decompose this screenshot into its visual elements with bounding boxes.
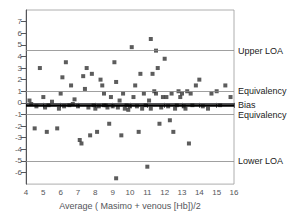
svg-text:6: 6 [58, 188, 63, 197]
svg-text:11: 11 [143, 188, 152, 197]
svg-text:2: 2 [18, 75, 23, 84]
svg-text:-4: -4 [15, 145, 23, 154]
svg-text:-3: -3 [15, 133, 23, 142]
svg-text:-6: -6 [15, 168, 23, 177]
svg-text:5: 5 [41, 188, 46, 197]
svg-text:Bias: Bias [238, 100, 256, 110]
svg-text:10: 10 [126, 188, 135, 197]
svg-text:7: 7 [76, 188, 81, 197]
svg-text:13: 13 [178, 188, 187, 197]
svg-text:7: 7 [18, 17, 23, 26]
svg-text:1: 1 [18, 87, 23, 96]
svg-text:4: 4 [18, 52, 23, 61]
svg-text:16: 16 [230, 188, 239, 197]
svg-text:12: 12 [160, 188, 169, 197]
svg-text:Equivalency: Equivalency [238, 86, 287, 96]
svg-text:-5: -5 [15, 156, 23, 165]
svg-text:8: 8 [93, 188, 98, 197]
svg-text:4: 4 [24, 188, 29, 197]
svg-text:Average ( Masimo + venous [Hb]: Average ( Masimo + venous [Hb])/2 [59, 201, 201, 211]
svg-text:-2: -2 [15, 122, 23, 131]
svg-text:3: 3 [18, 64, 23, 73]
svg-text:Upper LOA: Upper LOA [238, 46, 283, 56]
svg-text:Lower LOA: Lower LOA [238, 156, 283, 166]
svg-text:14: 14 [195, 188, 204, 197]
svg-text:15: 15 [212, 188, 221, 197]
svg-text:Equivalency: Equivalency [238, 110, 287, 120]
svg-text:6: 6 [18, 29, 23, 38]
svg-text:9: 9 [110, 188, 115, 197]
svg-text:5: 5 [18, 40, 23, 49]
svg-text:0: 0 [18, 98, 23, 107]
svg-text:-1: -1 [15, 110, 23, 119]
